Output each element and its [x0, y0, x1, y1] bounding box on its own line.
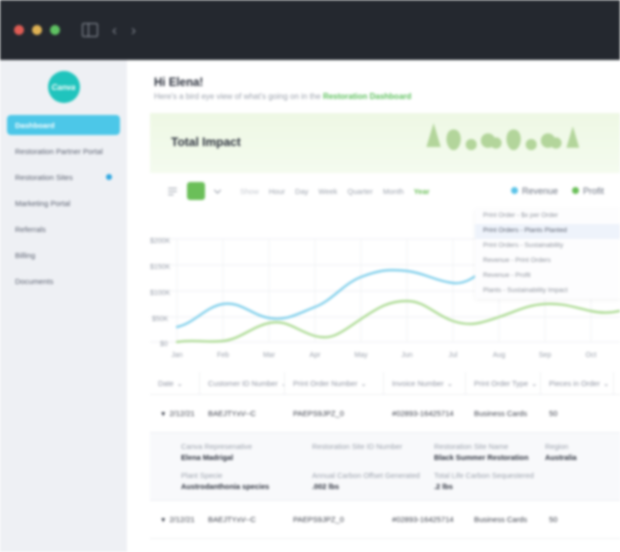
svg-text:Jul: Jul [449, 352, 458, 359]
svg-text:Apr: Apr [310, 352, 322, 359]
svg-text:Jun: Jun [401, 352, 412, 359]
svg-text:Mar: Mar [263, 352, 276, 359]
svg-text:$0: $0 [160, 341, 168, 348]
svg-text:Oct: Oct [586, 352, 597, 359]
svg-text:$150K: $150K [150, 264, 171, 271]
svg-text:$50K: $50K [152, 316, 169, 323]
svg-text:May: May [354, 352, 368, 359]
svg-text:$200K: $200K [150, 238, 171, 245]
svg-text:Feb: Feb [217, 352, 229, 359]
svg-text:Aug: Aug [493, 352, 506, 359]
svg-text:Sep: Sep [539, 352, 552, 359]
svg-text:Jan: Jan [171, 352, 182, 359]
svg-text:$100K: $100K [150, 290, 171, 297]
